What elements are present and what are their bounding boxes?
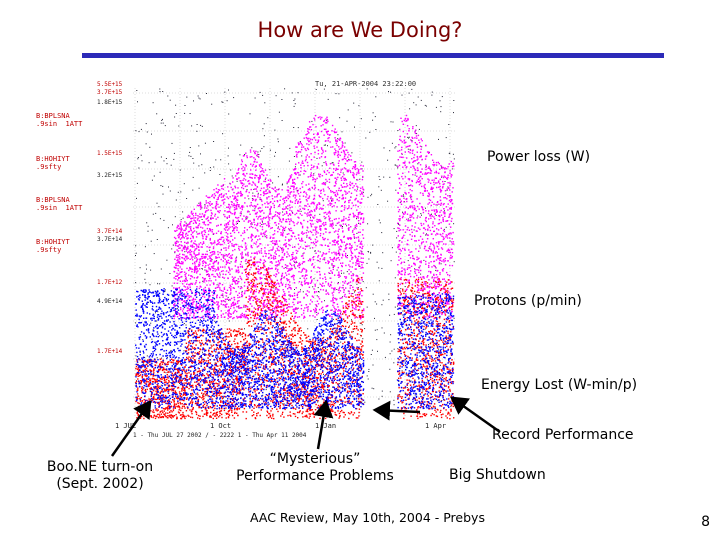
plot-timestamp: Tu, 21-APR-2004 23:22:00 (315, 80, 417, 88)
record-performance-label: Record Performance (492, 427, 634, 443)
axis-label-4: 1.5E+15 (97, 150, 123, 157)
boone-line-1: Boo.NE turn-on (46, 459, 154, 475)
shutdown-arrow (372, 400, 421, 421)
channel-label-2: B:HOHIYT .9sfty (36, 155, 70, 171)
axis-label-9: 4.9E+14 (97, 298, 123, 305)
record-arrow (449, 396, 501, 434)
boone-turn-on-label: Boo.NE turn-on (Sept. 2002) (30, 459, 170, 493)
mysterious-problems-label: “Mysterious” Performance Problems (215, 451, 415, 485)
x-tick-4: 1 Apr (425, 422, 447, 430)
axis-label-1: 5.5E+15 (97, 81, 123, 88)
title-divider (82, 53, 664, 58)
power-loss-trace (173, 114, 455, 320)
axis-label-5: 3.2E+15 (97, 172, 123, 179)
channel-label-1: B:BPLSNA .9sin 1ATT (36, 112, 83, 128)
slide-footer: AAC Review, May 10th, 2004 - Prebys (250, 510, 485, 525)
axis-label-6: 3.7E+14 (97, 228, 123, 235)
boone-arrow (110, 399, 152, 457)
x-tick-2: 1 Oct (210, 422, 232, 430)
axis-label-7: 3.7E+14 (97, 236, 123, 243)
axis-label-2: 3.7E+15 (97, 89, 123, 96)
channel-label-4: B:HOHIYT .9sfty (36, 238, 70, 254)
plot-time-range: 1 - Thu JUL 27 2002 / - 2222 1 - Thu Apr… (133, 432, 307, 439)
axis-label-8: 1.7E+12 (97, 279, 123, 286)
big-shutdown-label: Big Shutdown (449, 467, 546, 483)
axis-label-3: 1.8E+15 (97, 99, 123, 106)
axis-label-10: 1.7E+14 (97, 348, 123, 355)
channel-label-3: B:BPLSNA .9sin 1ATT (36, 196, 83, 212)
slide-title: How are We Doing? (257, 18, 463, 42)
mysterious-line-1: “Mysterious” (269, 451, 361, 467)
page-number: 8 (701, 514, 710, 530)
x-tick-3: 1 Jan (315, 422, 337, 430)
boone-line-2: (Sept. 2002) (56, 476, 144, 492)
x-tick-1: 1 JUL (115, 422, 137, 430)
mysterious-line-2: Performance Problems (236, 468, 394, 484)
mysterious-arrow (313, 399, 334, 450)
power-loss-label: Power loss (W) (487, 149, 591, 165)
energy-lost-label: Energy Lost (W-min/p) (481, 377, 638, 393)
protons-label: Protons (p/min) (474, 293, 582, 309)
